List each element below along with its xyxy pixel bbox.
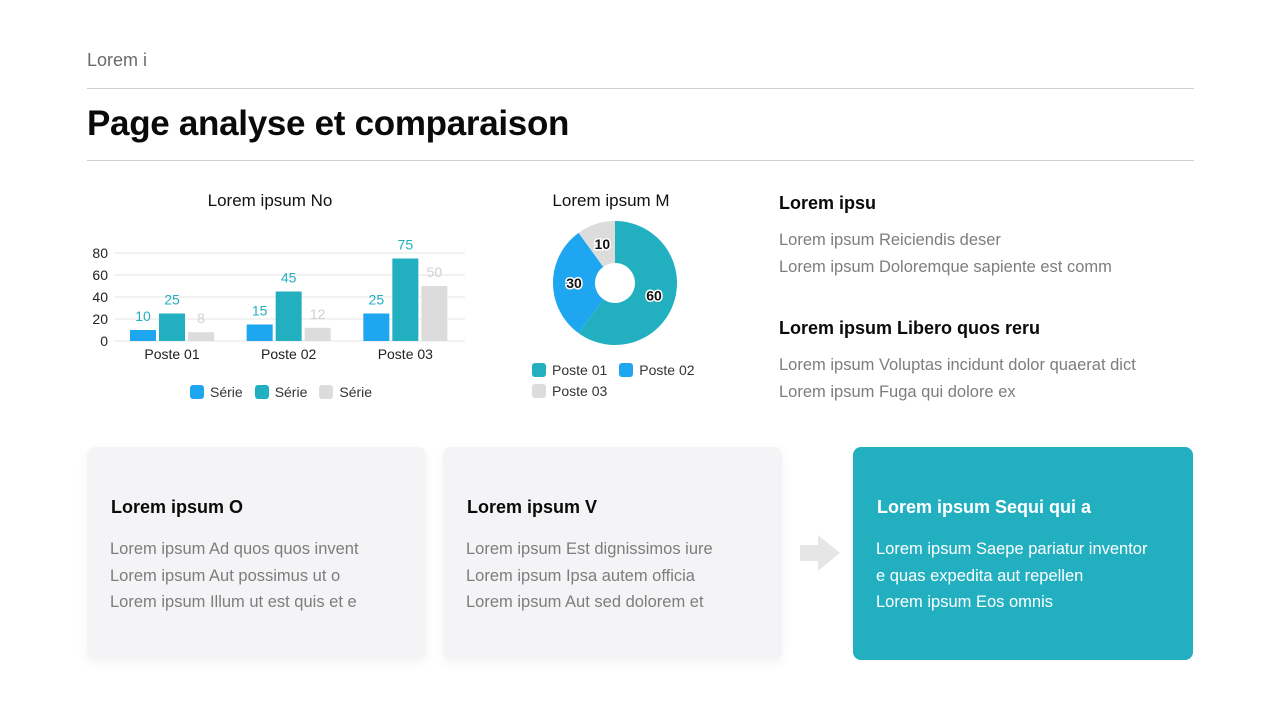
bar	[275, 291, 302, 341]
card-text: Lorem ipsum Est dignissimos iure Lorem i…	[466, 536, 713, 616]
card-1: Lorem ipsum O Lorem ipsum Ad quos quos i…	[87, 447, 426, 659]
card-line: Lorem ipsum Saepe pariatur inventor	[876, 540, 1148, 558]
card-line: Lorem ipsum Eos omnis	[876, 593, 1053, 611]
side-text-2: Lorem ipsum Voluptas incidunt dolor quae…	[779, 352, 1136, 405]
bar	[392, 258, 419, 341]
side-heading-1: Lorem ipsu	[779, 193, 877, 213]
legend-swatch-teal	[254, 385, 269, 399]
bar-data-label: 25	[369, 292, 385, 308]
legend-item-series-3: Série	[319, 384, 372, 400]
y-tick-label: 80	[92, 245, 108, 261]
side-line: Lorem ipsum Reiciendis deser	[779, 231, 1001, 249]
slice-data-label: 30	[566, 275, 582, 291]
donut-slice	[578, 221, 677, 345]
side-line: Lorem ipsum Doloremque sapiente est comm	[779, 257, 1112, 276]
card-line: Lorem ipsum Est dignissimos iure	[466, 540, 713, 558]
donut-chart: 60 30 10	[553, 221, 677, 345]
legend-label: Série	[339, 384, 373, 400]
legend-swatch-gray	[319, 385, 334, 399]
card-text: Lorem ipsum Ad quos quos invent Lorem ip…	[110, 536, 359, 616]
donut-slice	[578, 221, 615, 267]
x-tick-label: Poste 01	[144, 346, 199, 362]
bar-data-label: 25	[164, 292, 180, 308]
bar-chart: 0 20 40 60 80 10 25 8 Poste 01 15 45 12 Poste 02 25 75…	[92, 237, 465, 362]
bar	[159, 313, 185, 341]
arrow-right-icon	[800, 535, 840, 571]
legend-label: Poste 02	[639, 362, 695, 378]
card-text: Lorem ipsum Saepe pariatur inventor e qu…	[876, 536, 1147, 616]
legend-item-poste-02: Poste 02	[619, 362, 695, 378]
page-title: Page analyse et comparaison	[87, 104, 570, 143]
donut-chart-legend: Poste 01 Poste 02 Poste 03	[532, 362, 732, 399]
bar-data-label: 10	[135, 308, 151, 324]
y-tick-label: 0	[100, 333, 108, 349]
bar-data-label: 50	[427, 264, 443, 280]
bar	[246, 324, 273, 341]
legend-swatch-teal	[532, 363, 546, 377]
bar-data-label: 15	[252, 303, 268, 319]
bar-data-label: 75	[398, 237, 414, 253]
card-line: Lorem ipsum Ipsa autem officia	[466, 566, 695, 585]
slice-data-label: 60	[646, 288, 662, 304]
bar-chart-legend: Série Série Série	[190, 384, 372, 400]
legend-item-series-1: Série	[190, 384, 243, 400]
legend-label: Série	[274, 384, 308, 400]
bar	[188, 332, 214, 341]
donut-slice	[553, 232, 604, 334]
side-text-1: Lorem ipsum Reiciendis deser Lorem ipsum…	[779, 227, 1112, 280]
card-heading: Lorem ipsum V	[467, 497, 598, 517]
header-divider-top	[87, 88, 1194, 89]
slice-data-label: 10	[595, 236, 611, 252]
card-line: Lorem ipsum Ad quos quos invent	[110, 540, 359, 558]
y-tick-label: 40	[92, 289, 108, 305]
bar	[130, 330, 156, 341]
legend-item-poste-01: Poste 01	[532, 362, 607, 378]
card-line: Lorem ipsum Aut sed dolorem et	[466, 593, 704, 611]
side-heading-2: Lorem ipsum Libero quos reru	[779, 318, 1041, 338]
bar	[304, 327, 331, 341]
y-tick-label: 60	[92, 267, 108, 283]
card-3-highlighted: Lorem ipsum Sequi qui a Lorem ipsum Saep…	[853, 447, 1193, 660]
card-2: Lorem ipsum V Lorem ipsum Est dignissimo…	[443, 447, 782, 659]
bar	[363, 313, 390, 341]
legend-swatch-blue	[619, 363, 634, 377]
legend-swatch-gray	[532, 384, 546, 398]
legend-label: Série	[210, 384, 243, 400]
bar-data-label: 45	[281, 270, 297, 286]
legend-label: Poste 03	[552, 383, 608, 399]
card-heading: Lorem ipsum O	[111, 497, 244, 517]
page-kicker: Lorem i	[87, 50, 148, 70]
bar-data-label: 12	[310, 306, 326, 322]
card-line: Lorem ipsum Aut possimus ut o	[110, 566, 341, 585]
card-heading: Lorem ipsum Sequi qui a	[877, 497, 1092, 517]
legend-swatch-blue	[190, 385, 204, 399]
bar-data-label: 8	[197, 310, 205, 326]
card-line: e quas expedita aut repellen	[876, 566, 1084, 585]
legend-item-series-2: Série	[254, 384, 308, 400]
x-tick-label: Poste 03	[378, 346, 433, 362]
legend-label: Poste 01	[552, 362, 608, 378]
bar	[421, 286, 448, 341]
bar-chart-title: Lorem ipsum No	[207, 191, 333, 210]
side-line: Lorem ipsum Voluptas incidunt dolor quae…	[779, 356, 1136, 374]
legend-item-poste-03: Poste 03	[532, 383, 607, 399]
x-tick-label: Poste 02	[261, 346, 316, 362]
card-line: Lorem ipsum Illum ut est quis et e	[110, 593, 357, 611]
header-divider-bottom	[87, 160, 1194, 161]
y-tick-label: 20	[92, 311, 108, 327]
donut-chart-title: Lorem ipsum M	[552, 191, 670, 210]
side-line: Lorem ipsum Fuga qui dolore ex	[779, 382, 1016, 401]
